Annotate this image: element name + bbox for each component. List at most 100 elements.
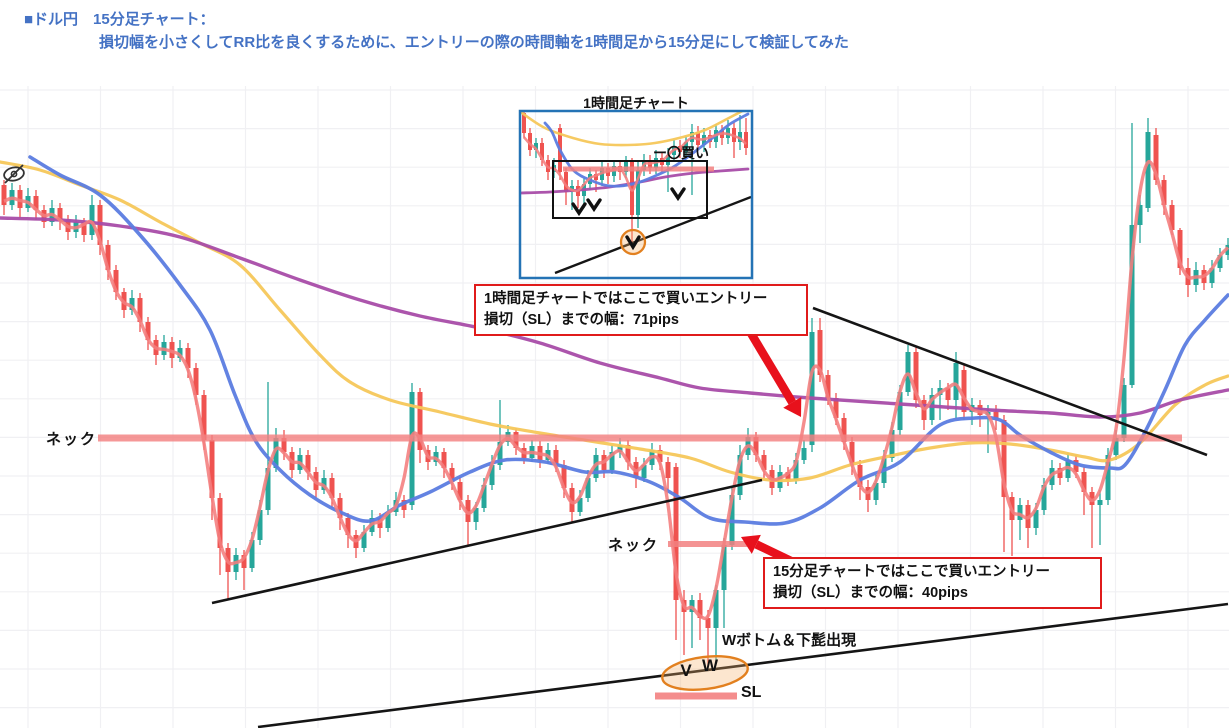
candle-body [1153, 135, 1159, 180]
candle-body [409, 392, 415, 505]
candle-body [217, 498, 223, 548]
candle-body [1177, 230, 1183, 268]
candle-body [540, 143, 544, 160]
candle-body [961, 370, 967, 412]
candle-body [564, 172, 568, 192]
candle-body [577, 498, 583, 512]
candle-body [744, 132, 748, 148]
annotation-arrow [742, 322, 796, 405]
double-bottom-mark: V [680, 661, 692, 680]
annotation-arrow-head [783, 397, 802, 417]
candle-body [849, 442, 855, 465]
candle-body [833, 398, 839, 418]
candle-body [801, 448, 807, 460]
candle-body [1121, 385, 1127, 438]
candle-body [817, 330, 823, 375]
candle-body [457, 482, 463, 500]
callout-hourly-entry: 1時間足チャートではここで買いエントリー 損切（SL）までの幅：71pips [474, 284, 808, 336]
candle-body [497, 442, 503, 465]
candle-body [625, 445, 631, 462]
candle-body [241, 555, 247, 568]
candle-body [105, 245, 111, 270]
candle-body [145, 322, 151, 340]
candle-body [265, 468, 271, 510]
candle-body [609, 452, 615, 470]
neckline-label-left: ネック [46, 431, 98, 448]
candle-body [385, 512, 391, 528]
candle-body [185, 348, 191, 368]
candle-body [1209, 268, 1215, 283]
double-bottom-mark: W [702, 656, 719, 675]
candle-body [329, 478, 335, 498]
candle-body [913, 352, 919, 400]
check-mark [571, 202, 587, 217]
check-mark [670, 187, 686, 202]
candle-body [81, 222, 87, 235]
candle-body [617, 445, 623, 452]
candle-body [1129, 225, 1135, 385]
page-title-line2: 損切幅を小さくしてRR比を良くするために、エントリーの際の時間軸を1時間足から1… [99, 34, 849, 51]
candle-body [897, 392, 903, 430]
candle-body [361, 532, 367, 548]
candle-body [673, 467, 679, 600]
candle-body [33, 196, 39, 210]
candle-body [1017, 505, 1023, 520]
candle-body [713, 590, 719, 628]
neckline-label-mid: ネック [608, 537, 660, 554]
candle-body [873, 483, 879, 500]
page-title: ■ドル円 15分足チャート： 損切幅を小さくしてRR比を良くするために、エントリ… [24, 8, 849, 54]
candle-body [257, 510, 263, 540]
candle-body [201, 395, 207, 440]
candle-body [441, 452, 447, 468]
candle-body [905, 352, 911, 392]
candle-body [761, 455, 767, 470]
candle-body [1081, 472, 1087, 492]
candle-body [641, 465, 647, 478]
candle-body [249, 540, 255, 568]
ma-purple [0, 216, 1229, 419]
buy-entry-label: ー〇買い [653, 145, 709, 161]
candle-body [1097, 500, 1103, 505]
inset-chart-title: 1時間足チャート [583, 95, 689, 111]
annotation-arrow-head [741, 534, 761, 554]
candle-body [594, 174, 598, 180]
candle-body [305, 455, 311, 472]
inset-highlight-circle [619, 228, 647, 256]
candle-body [636, 170, 640, 215]
candle-body [553, 450, 559, 465]
candle-body [569, 488, 575, 512]
trendline [812, 306, 1208, 457]
candle-body [1073, 460, 1079, 472]
candle-body [528, 133, 532, 150]
inset-chart-frame [518, 109, 754, 280]
candle-body [345, 518, 351, 535]
candle-body [1001, 420, 1007, 497]
callout-hourly-line1: 1時間足チャートではここで買いエントリー [484, 291, 768, 307]
candle-body [113, 270, 119, 292]
candle-body [721, 545, 727, 590]
candle-body [57, 208, 63, 220]
check-mark [586, 198, 602, 213]
candle-body [534, 143, 538, 150]
candle-body [177, 348, 183, 358]
candle-body [953, 363, 959, 400]
inset-ma-fast-pink [523, 132, 747, 193]
candle-body [1137, 205, 1143, 225]
candle-body [481, 485, 487, 508]
candle-body [561, 465, 567, 488]
candle-body [993, 412, 999, 420]
candle-body [209, 440, 215, 498]
trendline [257, 602, 1229, 728]
double-bottom-ellipse [661, 655, 749, 691]
candle-body [1145, 132, 1151, 208]
candle-body [665, 462, 671, 478]
candle-body [684, 142, 688, 152]
candle-body [1041, 485, 1047, 510]
inset-ma-yellow [521, 112, 744, 147]
inset-pattern-rect [552, 160, 708, 219]
trendline [211, 478, 763, 605]
candle-body [273, 438, 279, 468]
candle-body [630, 162, 634, 215]
candle-body [417, 392, 423, 450]
